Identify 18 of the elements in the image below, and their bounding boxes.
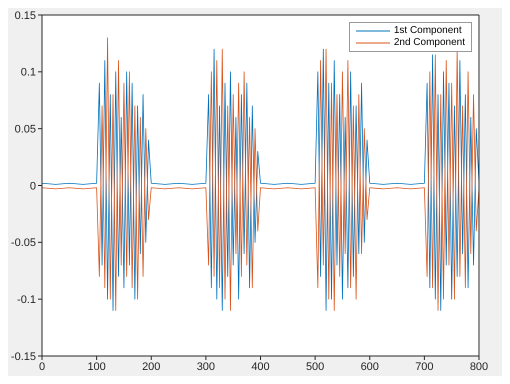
x-tick-label: 400 [251, 360, 270, 373]
y-tick-label: 0.15 [14, 10, 36, 22]
x-tick-label: 800 [470, 360, 488, 373]
y-tick-label: 0.05 [14, 124, 36, 136]
y-tick-label: 0.1 [20, 66, 36, 79]
x-tick-label: 600 [360, 360, 379, 373]
y-tick-label: -0.15 [10, 350, 36, 363]
y-tick-label: -0.1 [17, 294, 36, 306]
x-tick-label: 0 [38, 360, 46, 373]
y-tick-label: 0 [30, 180, 36, 192]
x-tick-label: 300 [196, 360, 216, 373]
x-tick-label: 200 [142, 360, 160, 373]
legend-label: 1st Component [394, 25, 462, 37]
x-tick-label: 700 [415, 360, 434, 373]
x-tick-label: 100 [87, 360, 106, 373]
x-tick-label: 500 [306, 360, 324, 373]
legend-label: 2nd Component [394, 37, 465, 49]
y-tick-label: -0.05 [10, 237, 36, 250]
